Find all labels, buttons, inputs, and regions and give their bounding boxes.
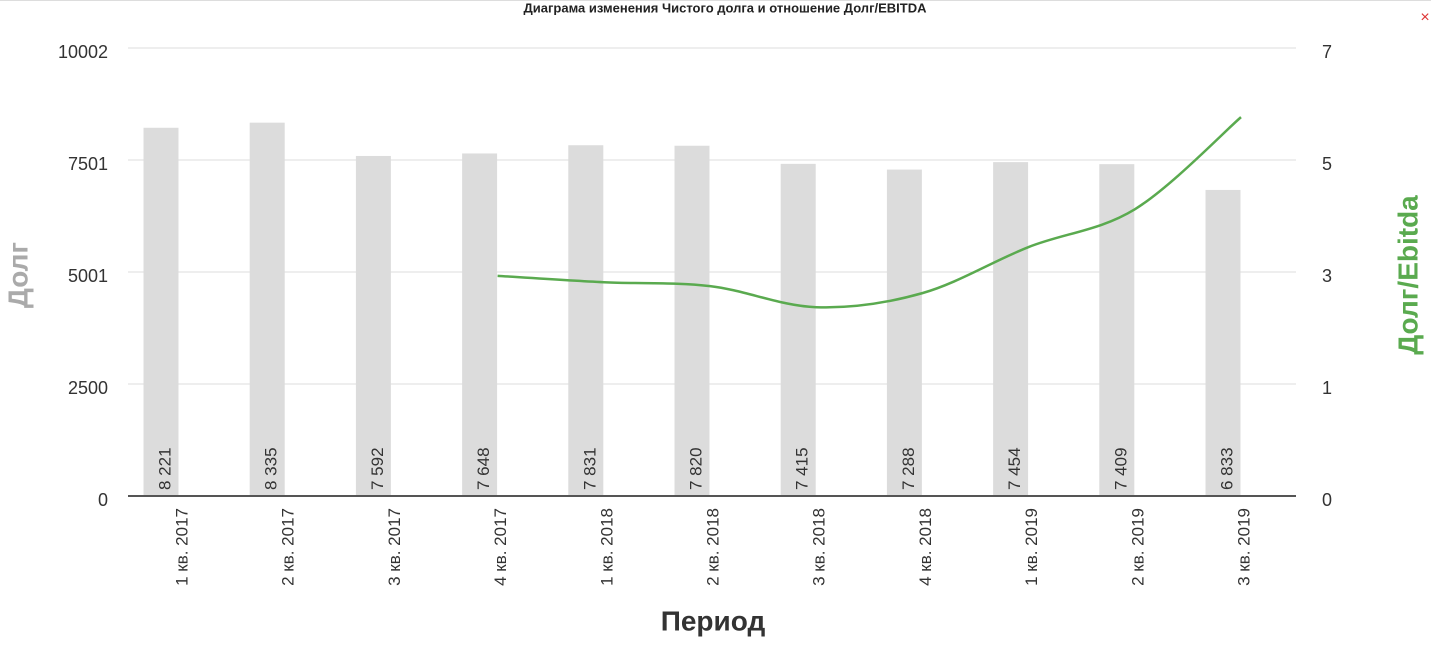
x-tick-label: 3 кв. 2019	[1234, 508, 1253, 586]
y2-tick-label: 0	[1322, 490, 1332, 510]
value-label: 7 409	[1111, 447, 1130, 490]
y-tick-label: 2500	[68, 378, 108, 398]
value-label: 8 335	[262, 447, 281, 490]
x-tick-label: 4 кв. 2018	[916, 508, 935, 586]
y-tick-label: 7501	[68, 154, 108, 174]
x-tick-label: 2 кв. 2019	[1128, 508, 1147, 586]
x-tick-label: 4 кв. 2017	[491, 508, 510, 586]
bar	[143, 127, 179, 497]
value-label: 7 415	[793, 447, 812, 490]
y-tick-label: 10002	[58, 42, 108, 62]
y2-tick-label: 3	[1322, 266, 1332, 286]
x-tick-label: 2 кв. 2018	[703, 508, 722, 586]
x-tick-label: 1 кв. 2017	[172, 508, 191, 586]
close-button[interactable]: ×	[1420, 9, 1429, 26]
bar	[568, 145, 604, 497]
bar	[249, 122, 285, 497]
bar	[1205, 189, 1241, 496]
y2-tick-label: 5	[1322, 154, 1332, 174]
bar	[674, 145, 710, 496]
value-label: 7 831	[580, 447, 599, 490]
y2-tick-label: 1	[1322, 378, 1332, 398]
y2-tick-label: 7	[1322, 42, 1332, 62]
x-tick-label: 2 кв. 2017	[279, 508, 298, 586]
y-axis-title: Долг	[2, 242, 33, 308]
bar	[886, 169, 922, 497]
value-label: 7 648	[474, 447, 493, 490]
bar	[780, 163, 816, 496]
x-tick-label: 1 кв. 2019	[1022, 508, 1041, 586]
value-label: 8 221	[155, 447, 174, 490]
value-label: 7 820	[686, 447, 705, 490]
bar	[355, 155, 391, 496]
y-tick-label: 5001	[68, 266, 108, 286]
bar	[462, 153, 498, 496]
x-axis-title: Период	[661, 605, 766, 636]
value-label: 7 454	[1005, 447, 1024, 490]
value-label: 6 833	[1217, 447, 1236, 490]
line	[497, 116, 1242, 309]
chart-title: Диаграма изменения Чистого долга и отнош…	[524, 0, 928, 15]
x-tick-label: 1 кв. 2018	[597, 508, 616, 586]
value-label: 7 288	[899, 447, 918, 490]
y2-axis-title: Долг/Ebitda	[1392, 195, 1423, 355]
value-label: 7 592	[368, 447, 387, 490]
x-tick-label: 3 кв. 2017	[385, 508, 404, 586]
y-tick-label: 0	[98, 490, 108, 510]
bar	[993, 162, 1029, 497]
x-tick-label: 3 кв. 2018	[810, 508, 829, 586]
